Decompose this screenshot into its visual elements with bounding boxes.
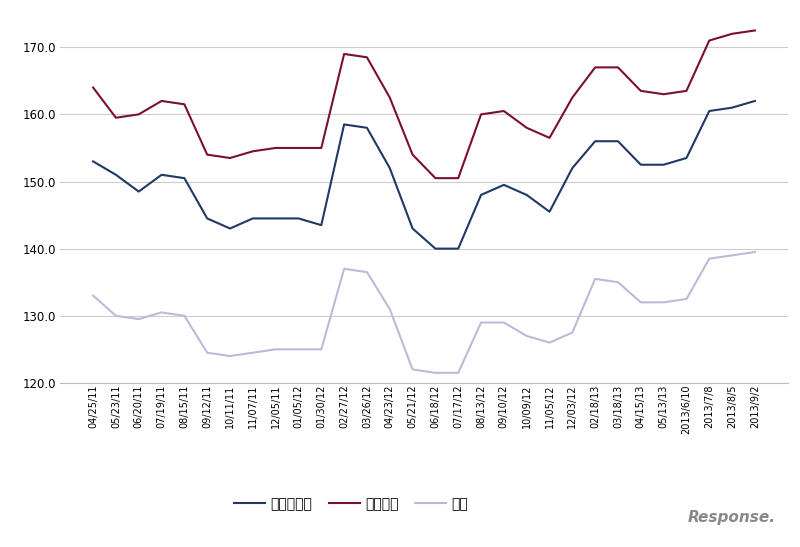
レギュラー xyxy=(567,165,577,171)
レギュラー xyxy=(226,225,235,232)
軽油 xyxy=(385,306,394,312)
軽油 xyxy=(682,296,691,302)
軽油 xyxy=(750,249,760,255)
レギュラー xyxy=(362,125,372,131)
ハイオク xyxy=(226,155,235,161)
ハイオク xyxy=(157,98,166,104)
軽油 xyxy=(88,292,98,299)
ハイオク xyxy=(613,64,622,71)
軽油 xyxy=(430,370,440,376)
ハイオク xyxy=(727,31,737,37)
軽油 xyxy=(157,309,166,316)
レギュラー xyxy=(499,182,509,188)
軽油 xyxy=(202,350,212,356)
軽油 xyxy=(705,255,714,262)
ハイオク xyxy=(659,91,669,97)
ハイオク xyxy=(134,111,143,118)
レギュラー xyxy=(294,215,303,222)
軽油 xyxy=(522,333,531,339)
レギュラー xyxy=(339,121,349,127)
Line: 軽油: 軽油 xyxy=(93,252,755,373)
軽油 xyxy=(179,312,189,319)
Text: Response.: Response. xyxy=(688,510,776,525)
レギュラー xyxy=(682,155,691,161)
軽油 xyxy=(226,353,235,359)
ハイオク xyxy=(636,88,646,94)
レギュラー xyxy=(157,172,166,178)
レギュラー xyxy=(271,215,281,222)
軽油 xyxy=(659,299,669,306)
ハイオク xyxy=(248,148,258,155)
軽油 xyxy=(727,252,737,259)
ハイオク xyxy=(499,108,509,114)
レギュラー xyxy=(88,158,98,165)
レギュラー xyxy=(134,188,143,195)
レギュラー xyxy=(111,172,121,178)
ハイオク xyxy=(522,125,531,131)
軽油 xyxy=(248,350,258,356)
ハイオク xyxy=(590,64,600,71)
Line: レギュラー: レギュラー xyxy=(93,101,755,249)
軽油 xyxy=(408,366,418,373)
軽油 xyxy=(636,299,646,306)
ハイオク xyxy=(705,37,714,44)
軽油 xyxy=(590,276,600,282)
軽油 xyxy=(545,339,554,346)
レギュラー xyxy=(636,161,646,168)
ハイオク xyxy=(362,54,372,61)
レギュラー xyxy=(385,165,394,171)
ハイオク xyxy=(271,144,281,151)
軽油 xyxy=(476,319,486,326)
レギュラー xyxy=(545,208,554,215)
ハイオク xyxy=(567,94,577,101)
軽油 xyxy=(613,279,622,286)
レギュラー xyxy=(202,215,212,222)
レギュラー xyxy=(408,225,418,232)
Line: ハイオク: ハイオク xyxy=(93,31,755,178)
Legend: レギュラー, ハイオク, 軽油: レギュラー, ハイオク, 軽油 xyxy=(229,491,474,516)
軽油 xyxy=(134,316,143,322)
ハイオク xyxy=(682,88,691,94)
レギュラー xyxy=(317,222,326,229)
ハイオク xyxy=(339,51,349,57)
ハイオク xyxy=(430,175,440,182)
ハイオク xyxy=(750,27,760,34)
レギュラー xyxy=(705,108,714,114)
ハイオク xyxy=(454,175,463,182)
ハイオク xyxy=(317,144,326,151)
レギュラー xyxy=(659,161,669,168)
レギュラー xyxy=(522,191,531,198)
レギュラー xyxy=(179,175,189,182)
ハイオク xyxy=(385,94,394,101)
ハイオク xyxy=(476,111,486,118)
ハイオク xyxy=(88,84,98,91)
ハイオク xyxy=(408,152,418,158)
レギュラー xyxy=(248,215,258,222)
軽油 xyxy=(339,265,349,272)
レギュラー xyxy=(727,104,737,111)
軽油 xyxy=(567,329,577,336)
レギュラー xyxy=(430,246,440,252)
軽油 xyxy=(111,312,121,319)
レギュラー xyxy=(454,246,463,252)
ハイオク xyxy=(202,152,212,158)
ハイオク xyxy=(294,144,303,151)
ハイオク xyxy=(179,101,189,108)
軽油 xyxy=(362,269,372,275)
レギュラー xyxy=(750,98,760,104)
軽油 xyxy=(271,346,281,353)
軽油 xyxy=(317,346,326,353)
ハイオク xyxy=(111,114,121,121)
レギュラー xyxy=(590,138,600,144)
ハイオク xyxy=(545,135,554,141)
レギュラー xyxy=(476,191,486,198)
軽油 xyxy=(499,319,509,326)
軽油 xyxy=(454,370,463,376)
軽油 xyxy=(294,346,303,353)
レギュラー xyxy=(613,138,622,144)
